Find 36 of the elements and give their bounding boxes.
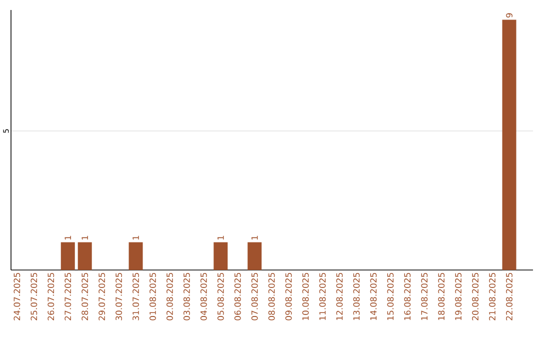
x-tick-label: 25.07.2025 <box>30 272 38 320</box>
x-tick-label: 19.08.2025 <box>455 272 462 320</box>
x-tick-label: 11.08.2025 <box>319 272 326 320</box>
x-tick-label: 14.08.2025 <box>370 272 377 320</box>
x-tick-label: 01.08.2025 <box>150 272 156 320</box>
data-label: 1 <box>82 236 88 240</box>
data-label: 1 <box>218 236 224 240</box>
x-tick-label: 18.08.2025 <box>438 272 445 320</box>
x-tick-label: 10.08.2025 <box>302 272 309 320</box>
x-tick-label: 24.07.2025 <box>14 272 20 320</box>
x-tick-label: 30.07.2025 <box>116 272 122 320</box>
data-label: 1 <box>251 236 258 240</box>
x-tick-label: 02.08.2025 <box>166 272 173 320</box>
x-tick-label: 28.07.2025 <box>82 272 88 320</box>
x-tick-label: 03.08.2025 <box>183 272 190 320</box>
x-tick-label: 20.08.2025 <box>472 272 479 320</box>
x-tick-label: 27.07.2025 <box>64 272 72 320</box>
x-tick-label: 29.07.2025 <box>98 272 106 320</box>
x-tick-label: 21.08.2025 <box>489 272 496 320</box>
data-label: 9 <box>506 13 512 18</box>
x-tick-label: 26.07.2025 <box>48 272 54 320</box>
x-tick-label: 07.08.2025 <box>251 272 258 320</box>
data-label: 1 <box>132 236 139 240</box>
data-label: 1 <box>64 236 71 240</box>
x-tick-label: 05.08.2025 <box>217 272 224 320</box>
x-tick-label: 16.08.2025 <box>404 272 411 320</box>
x-tick-label: 22.08.2025 <box>506 272 512 320</box>
x-tick-label: 08.08.2025 <box>268 272 275 320</box>
x-tick-label: 12.08.2025 <box>336 272 343 320</box>
x-tick-label: 15.08.2025 <box>387 272 394 320</box>
x-tick-label: 06.08.2025 <box>234 272 241 320</box>
x-tick-label: 17.08.2025 <box>421 272 428 320</box>
x-tick-label: 04.08.2025 <box>200 272 207 320</box>
x-tick-label: 13.08.2025 <box>353 272 360 320</box>
x-tick-label: 09.08.2025 <box>285 272 292 320</box>
x-tick-label: 31.07.2025 <box>132 272 139 320</box>
